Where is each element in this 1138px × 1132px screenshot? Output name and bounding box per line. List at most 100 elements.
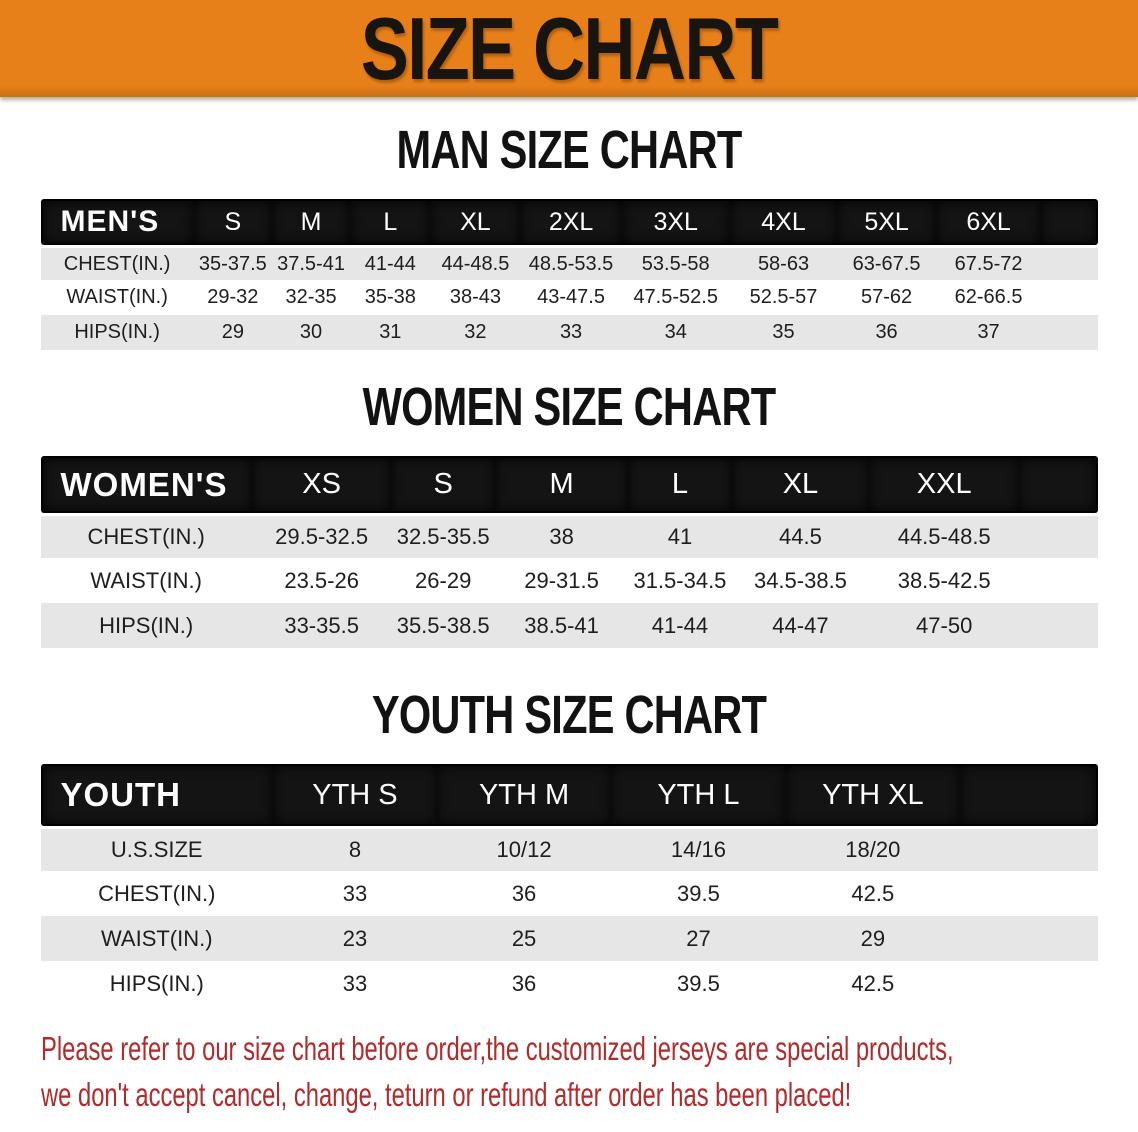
size-value-cell: 62-66.5 <box>935 280 1042 315</box>
spacer-cell <box>1041 315 1098 350</box>
youth-size-section: YOUTH SIZE CHART YOUTH YTH S YTH M YTH L YTH… <box>0 648 1138 1006</box>
row-label: WAIST(IN.) <box>40 558 252 603</box>
column-header: 5XL <box>837 199 936 245</box>
women-table-body: CHEST(IN.) 29.5-32.5 32.5-35.5 38 41 44.5 44.5… <box>40 513 1098 648</box>
disclaimer-line-wrap: we don't accept cancel, change, teturn o… <box>41 1072 1138 1118</box>
column-header: 6XL <box>935 199 1042 245</box>
size-value-cell: 41 <box>628 513 732 558</box>
table-row: U.S.SIZE 8 10/12 14/16 18/20 <box>40 826 1098 871</box>
table-row: CHEST(IN.) 33 36 39.5 42.5 <box>40 871 1098 916</box>
size-value-cell: 32-35 <box>271 280 351 315</box>
table-header-row: WOMEN'S XS S M L XL XXL <box>40 456 1098 513</box>
size-value-cell: 8 <box>273 826 437 871</box>
disclaimer-line-wrap: Please refer to our size chart before or… <box>41 1026 1138 1072</box>
table-row: WAIST(IN.) 23.5-26 26-29 29-31.5 31.5-34.5 34… <box>40 558 1098 603</box>
spacer-cell <box>1019 558 1098 603</box>
table-corner-label: WOMEN'S <box>40 456 252 513</box>
table-row: HIPS(IN.) 29 30 31 32 33 34 35 36 37 <box>40 315 1098 350</box>
youth-table-header: YOUTH YTH S YTH M YTH L YTH XL <box>40 764 1098 826</box>
row-label: CHEST(IN.) <box>40 245 194 280</box>
size-value-cell: 42.5 <box>785 871 961 916</box>
spacer-cell <box>1041 245 1098 280</box>
women-table-header: WOMEN'S XS S M L XL XXL <box>40 456 1098 513</box>
size-value-cell: 35-37.5 <box>193 245 272 280</box>
banner: SIZE CHART <box>0 0 1138 97</box>
size-value-cell: 44-47 <box>731 603 870 648</box>
row-label: HIPS(IN.) <box>40 315 194 350</box>
size-value-cell: 67.5-72 <box>935 245 1042 280</box>
table-header-row: MEN'S S M L XL 2XL 3XL 4XL 5XL 6XL <box>40 199 1098 245</box>
column-header: S <box>391 456 495 513</box>
men-table-header: MEN'S S M L XL 2XL 3XL 4XL 5XL 6XL <box>40 199 1098 245</box>
size-value-cell: 43-47.5 <box>520 280 622 315</box>
column-header: M <box>271 199 351 245</box>
size-value-cell: 44.5 <box>731 513 870 558</box>
size-value-cell: 52.5-57 <box>729 280 838 315</box>
row-label: WAIST(IN.) <box>40 280 194 315</box>
size-value-cell: 41-44 <box>350 245 431 280</box>
women-size-table: WOMEN'S XS S M L XL XXL CHEST(IN.) 29.5-32.5 32.… <box>40 456 1098 648</box>
size-value-cell: 36 <box>837 315 936 350</box>
size-value-cell: 34 <box>621 315 730 350</box>
size-value-cell: 10/12 <box>436 826 612 871</box>
size-value-cell: 57-62 <box>837 280 936 315</box>
size-value-cell: 37 <box>935 315 1042 350</box>
size-value-cell: 44.5-48.5 <box>869 513 1020 558</box>
table-header-row: YOUTH YTH S YTH M YTH L YTH XL <box>40 764 1098 826</box>
table-row: HIPS(IN.) 33-35.5 35.5-38.5 38.5-41 41-44 44-… <box>40 603 1098 648</box>
table-corner-label: MEN'S <box>40 199 194 245</box>
size-value-cell: 31.5-34.5 <box>628 558 732 603</box>
disclaimer: Please refer to our size chart before or… <box>41 1026 1138 1118</box>
spacer-cell <box>960 826 1098 871</box>
size-value-cell: 31 <box>350 315 431 350</box>
column-header: 3XL <box>621 199 730 245</box>
table-row: WAIST(IN.) 23 25 27 29 <box>40 916 1098 961</box>
disclaimer-line-1: Please refer to our size chart before or… <box>41 1030 954 1067</box>
disclaimer-line-2: we don't accept cancel, change, teturn o… <box>41 1076 852 1113</box>
size-value-cell: 39.5 <box>611 961 786 1006</box>
size-value-cell: 33-35.5 <box>251 603 392 648</box>
size-value-cell: 34.5-38.5 <box>731 558 870 603</box>
column-header: M <box>494 456 629 513</box>
size-value-cell: 38 <box>494 513 629 558</box>
size-value-cell: 35 <box>729 315 838 350</box>
row-label: CHEST(IN.) <box>40 513 252 558</box>
size-value-cell: 29.5-32.5 <box>251 513 392 558</box>
spacer-cell <box>1041 199 1098 245</box>
size-value-cell: 44-48.5 <box>430 245 521 280</box>
size-value-cell: 47.5-52.5 <box>621 280 730 315</box>
size-value-cell: 32 <box>430 315 521 350</box>
women-section-heading: WOMEN SIZE CHART <box>0 350 1138 434</box>
column-header: XS <box>251 456 392 513</box>
men-size-section: MAN SIZE CHART MEN'S S M L XL 2XL 3XL 4XL 5XL 6XL… <box>0 97 1138 350</box>
size-value-cell: 47-50 <box>869 603 1020 648</box>
size-value-cell: 26-29 <box>391 558 495 603</box>
column-header: YTH S <box>273 764 437 826</box>
women-section-title: WOMEN SIZE CHART <box>362 377 776 437</box>
size-value-cell: 53.5-58 <box>621 245 730 280</box>
size-value-cell: 29 <box>785 916 961 961</box>
size-value-cell: 23.5-26 <box>251 558 392 603</box>
youth-section-heading: YOUTH SIZE CHART <box>0 648 1138 742</box>
size-value-cell: 36 <box>436 961 612 1006</box>
size-value-cell: 29 <box>193 315 272 350</box>
column-header: XXL <box>869 456 1020 513</box>
size-value-cell: 33 <box>273 871 437 916</box>
column-header: 4XL <box>729 199 838 245</box>
table-row: WAIST(IN.) 29-32 32-35 35-38 38-43 43-47.5 47.… <box>40 280 1098 315</box>
banner-heading: SIZE CHART <box>315 4 823 93</box>
size-value-cell: 37.5-41 <box>271 245 351 280</box>
column-header: 2XL <box>520 199 622 245</box>
size-value-cell: 33 <box>273 961 437 1006</box>
spacer-cell <box>960 916 1098 961</box>
size-value-cell: 14/16 <box>611 826 786 871</box>
size-value-cell: 35.5-38.5 <box>391 603 495 648</box>
size-value-cell: 41-44 <box>628 603 732 648</box>
row-label: U.S.SIZE <box>40 826 274 871</box>
column-header: L <box>628 456 732 513</box>
size-value-cell: 25 <box>436 916 612 961</box>
spacer-cell <box>1019 513 1098 558</box>
column-header: S <box>193 199 272 245</box>
women-size-section: WOMEN SIZE CHART WOMEN'S XS S M L XL XXL CHEST… <box>0 350 1138 648</box>
column-header: YTH XL <box>785 764 961 826</box>
